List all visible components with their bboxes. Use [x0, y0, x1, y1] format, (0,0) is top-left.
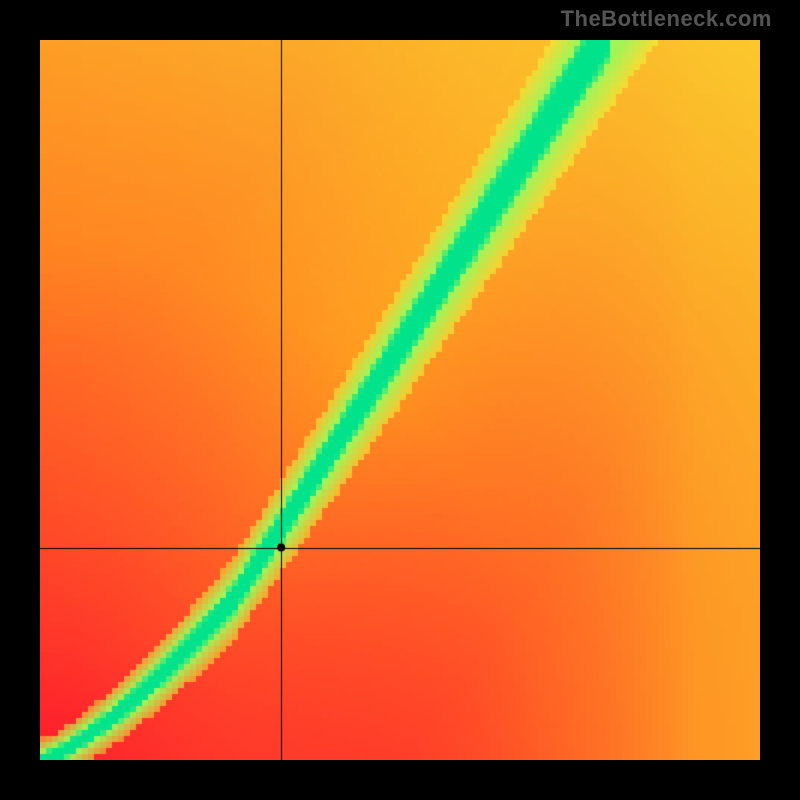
- heatmap-canvas: [40, 40, 760, 760]
- plot-area: [40, 40, 760, 760]
- watermark-text: TheBottleneck.com: [561, 6, 772, 32]
- frame: TheBottleneck.com: [0, 0, 800, 800]
